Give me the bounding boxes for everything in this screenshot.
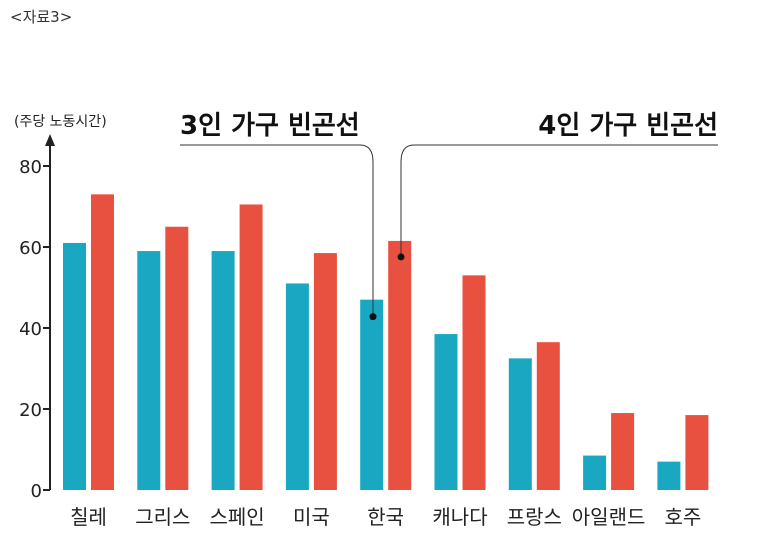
bar-0-2: [211, 251, 235, 490]
bar-1-0: [91, 194, 114, 490]
callout-label-3: 3인 가구 빈곤선: [180, 111, 360, 141]
y-tick-label: 40: [19, 319, 42, 340]
bar-1-5: [462, 275, 486, 490]
callout-label-4: 4인 가구 빈곤선: [538, 111, 718, 141]
bar-1-7: [611, 413, 635, 490]
bar-1-4: [388, 240, 412, 490]
bar-0-5: [434, 334, 458, 490]
bar-1-6: [536, 342, 560, 490]
x-tick-label: 미국: [293, 505, 330, 529]
x-tick-labels: 칠레 그리스 스페인 미국 한국 캐나다 프랑스 아일랜드 호주: [70, 505, 701, 529]
x-tick-label: 캐나다: [432, 505, 487, 529]
header-label: <자료3>: [10, 8, 73, 26]
y-tick-label: 0: [31, 481, 42, 502]
bars: [63, 194, 709, 490]
y-tick-label: 20: [19, 400, 42, 421]
bar-1-1: [165, 226, 189, 490]
y-axis-arrow: [45, 134, 55, 146]
bar-0-8: [657, 461, 681, 490]
callout-dot-4: [397, 253, 405, 261]
y-axis-label: (주당 노동시간): [14, 114, 107, 130]
x-tick-label: 프랑스: [507, 505, 562, 529]
bar-0-0: [63, 242, 86, 490]
bar-0-6: [508, 358, 532, 490]
bar-0-3: [285, 283, 309, 490]
axes: (주당 노동시간) 0 20 40 60 80: [14, 114, 107, 502]
bar-0-1: [137, 251, 161, 490]
callout-dot-3: [369, 313, 377, 321]
callout-line-3: [180, 144, 374, 317]
bar-1-3: [313, 253, 337, 490]
bar-1-8: [685, 415, 709, 490]
x-tick-label: 그리스: [135, 505, 190, 529]
x-tick-label: 칠레: [70, 505, 107, 529]
y-tick-label: 80: [19, 157, 42, 178]
x-tick-label: 스페인: [209, 505, 264, 529]
x-tick-label: 호주: [664, 505, 701, 529]
callout-line-4: [400, 144, 718, 257]
bar-1-2: [239, 204, 263, 490]
legend-callouts: 3인 가구 빈곤선 4인 가구 빈곤선: [180, 111, 718, 321]
bar-0-4: [360, 299, 384, 490]
x-tick-label: 아일랜드: [572, 505, 646, 529]
bar-0-7: [583, 455, 607, 490]
x-tick-label: 한국: [367, 505, 404, 529]
y-tick-label: 60: [19, 238, 42, 259]
